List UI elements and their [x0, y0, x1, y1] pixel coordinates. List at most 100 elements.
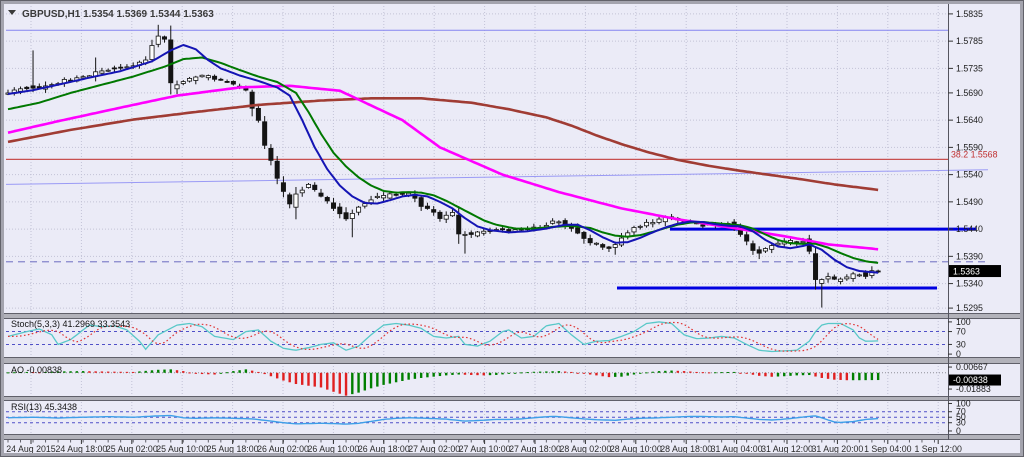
ao-bar — [19, 372, 22, 374]
ao-bar — [607, 372, 611, 378]
time-label: 27 Aug 02:00 — [408, 444, 460, 454]
bear-candle-body — [161, 36, 167, 40]
panel-divider — [2, 357, 1022, 364]
stochastic-label: Stoch(5,3,3) 41.2969 33.3543 — [11, 319, 130, 329]
ao-bar — [451, 372, 454, 375]
bear-candle-body — [500, 228, 506, 231]
grid-lines — [6, 3, 948, 440]
ao-bar — [689, 371, 692, 373]
price-tick-label: 1.5295 — [956, 303, 983, 313]
time-label: 26 Aug 02:00 — [257, 444, 309, 454]
stoch-tick-label: 0 — [956, 349, 961, 359]
ao-bar — [532, 371, 536, 373]
ao-bar — [808, 372, 811, 376]
ao-bar — [651, 371, 654, 373]
ao-bar — [207, 372, 210, 375]
fibonacci-level-label: 38.2 1.5568 — [951, 149, 998, 159]
ao-bar — [714, 372, 717, 374]
ao-bar — [338, 372, 341, 394]
bear-candle-body — [224, 81, 230, 83]
price-tick-label: 1.5690 — [956, 88, 983, 98]
current-price-value: 1.5363 — [953, 267, 980, 277]
ao-bar — [369, 372, 373, 389]
bull-candle-body — [80, 76, 86, 79]
time-label: 25 Aug 10:00 — [156, 444, 208, 454]
ao-bar — [263, 372, 266, 375]
ao-bar — [463, 372, 467, 375]
bear-candle-body — [230, 80, 236, 85]
bear-candle-body — [280, 182, 286, 192]
ao-bar — [620, 372, 623, 377]
symbol-dropdown-arrow-icon[interactable] — [8, 10, 16, 15]
ao-bar — [351, 372, 354, 395]
awesome-oscillator-label: AO -0.00838 — [11, 365, 62, 375]
time-label: 28 Aug 18:00 — [660, 444, 712, 454]
ao-bar — [526, 372, 529, 374]
ao-bar — [664, 370, 667, 373]
labels-layer: GBPUSD,H1 1.5354 1.5369 1.5344 1.5363 St… — [8, 9, 214, 412]
ao-bar — [188, 372, 191, 374]
ao-bar — [326, 372, 329, 390]
ao-bar — [344, 372, 348, 396]
ao-bar — [157, 369, 160, 373]
ao-bar — [413, 372, 417, 379]
ao-bar — [851, 372, 855, 381]
bear-candle-body — [399, 192, 405, 195]
ao-bar — [632, 372, 636, 375]
ao-bar — [163, 369, 166, 373]
ao-bar — [388, 372, 392, 384]
bear-candle-body — [30, 85, 36, 89]
rsi-label: RSI(13) 45.3438 — [11, 402, 77, 412]
ao-bar — [520, 372, 523, 374]
bear-candle-body — [111, 67, 117, 70]
ao-bar — [676, 370, 680, 373]
bull-candle-body — [187, 78, 193, 82]
ao-tick-label: -0.01883 — [956, 384, 991, 394]
ao-bar — [38, 372, 41, 374]
drawn-objects — [5, 29, 989, 290]
ao-bar — [645, 372, 648, 374]
bull-candle-body — [650, 222, 656, 225]
time-label: 31 Aug 12:00 — [761, 444, 813, 454]
bear-candle-body — [431, 209, 437, 213]
ao-bar — [557, 371, 561, 373]
ao-bar — [845, 372, 849, 381]
bear-candle-body — [756, 249, 762, 254]
ao-bar — [382, 372, 385, 385]
ao-bar — [269, 372, 273, 377]
time-label: 27 Aug 18:00 — [509, 444, 561, 454]
ao-bar — [225, 372, 229, 374]
ao-bar — [13, 372, 16, 374]
ao-bar — [132, 371, 135, 373]
ao-bar — [44, 371, 47, 373]
ao-bar — [194, 372, 197, 374]
bear-candle-body — [212, 75, 218, 80]
ao-bar — [257, 371, 260, 373]
ao-bar — [588, 372, 592, 375]
time-label: 1 Sep 12:00 — [914, 444, 962, 454]
bull-candle-body — [593, 242, 599, 245]
ao-bar — [419, 372, 423, 378]
ao-bar — [751, 372, 755, 375]
ao-bar — [507, 372, 510, 374]
ao-bar — [833, 372, 836, 380]
bear-candle-body — [262, 121, 268, 146]
ao-bar — [770, 372, 773, 377]
bear-candle-body — [700, 224, 706, 227]
ao-bar — [138, 371, 141, 373]
ao-bar — [720, 372, 723, 374]
bear-candle-body — [437, 211, 443, 219]
bear-candle-body — [312, 184, 318, 190]
ao-bar — [75, 371, 79, 373]
bull-candle-body — [825, 276, 831, 280]
bull-candle-body — [474, 231, 480, 237]
bull-candle-body — [155, 35, 161, 45]
price-tick-label: 1.5735 — [956, 63, 983, 73]
time-label: 28 Aug 10:00 — [610, 444, 662, 454]
bear-candle-body — [268, 147, 274, 161]
bull-candle-body — [819, 279, 825, 284]
bull-candle-body — [769, 245, 775, 250]
